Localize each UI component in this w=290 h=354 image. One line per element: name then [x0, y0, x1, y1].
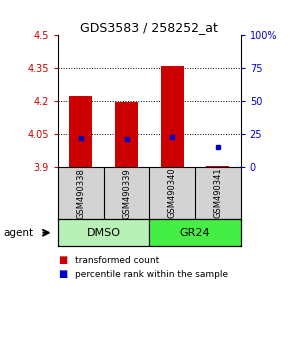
Bar	[161, 66, 184, 167]
Text: DMSO: DMSO	[87, 228, 121, 238]
Title: GDS3583 / 258252_at: GDS3583 / 258252_at	[80, 21, 218, 34]
Text: ■: ■	[58, 269, 67, 279]
Text: ■: ■	[58, 255, 67, 265]
Text: percentile rank within the sample: percentile rank within the sample	[75, 270, 229, 279]
Bar	[149, 219, 241, 246]
Text: GSM490340: GSM490340	[168, 168, 177, 218]
Text: GSM490339: GSM490339	[122, 168, 131, 218]
Text: GSM490338: GSM490338	[76, 168, 85, 219]
Text: GR24: GR24	[180, 228, 210, 238]
Bar	[69, 96, 92, 167]
Bar	[58, 219, 149, 246]
Text: GSM490341: GSM490341	[213, 168, 222, 218]
Bar	[115, 102, 138, 167]
Text: agent: agent	[3, 228, 33, 238]
Text: transformed count: transformed count	[75, 256, 160, 265]
Bar	[206, 166, 229, 167]
